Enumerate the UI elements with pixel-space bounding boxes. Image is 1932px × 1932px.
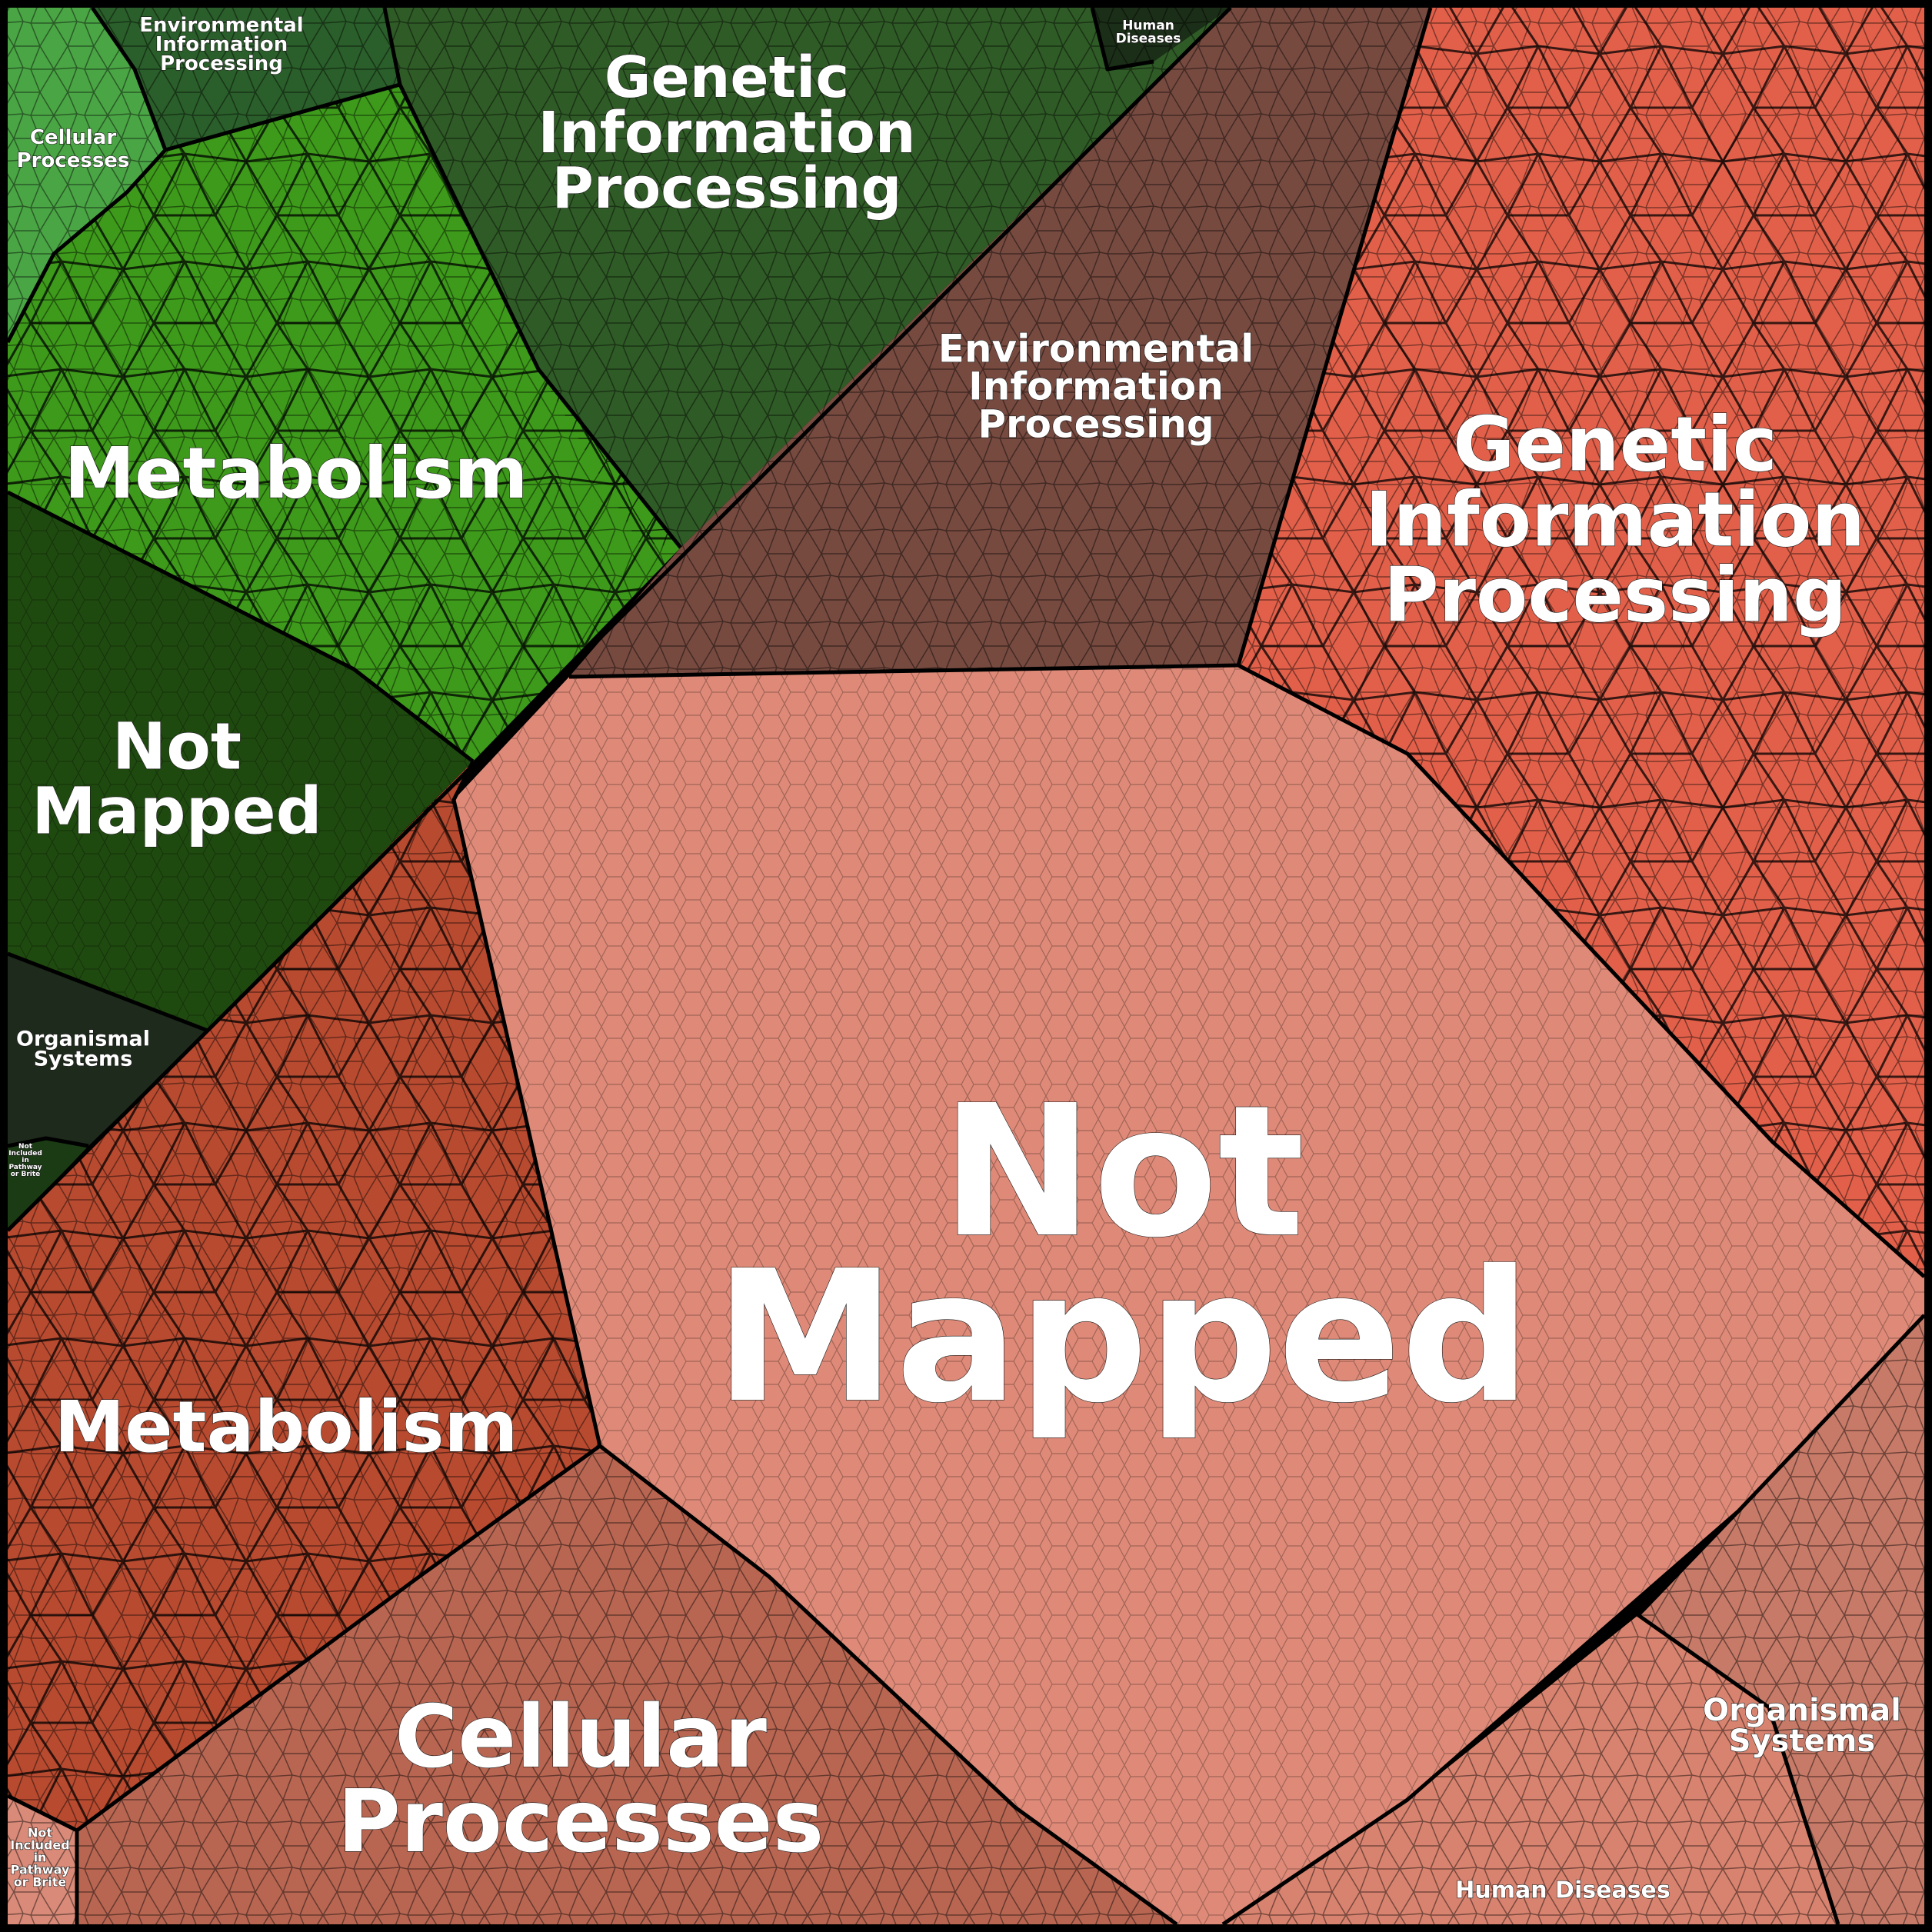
green-cellular-processes-label: Cellular Processes xyxy=(17,126,130,172)
green-organismal-systems-label: Organismal Systems xyxy=(16,1027,150,1071)
red-metabolism-label: Metabolism xyxy=(55,1386,518,1468)
cell-texture xyxy=(8,8,1924,1924)
red-not-included-label: Not Included in Pathway or Brite xyxy=(10,1826,70,1890)
green-not-mapped-label: Not Mapped xyxy=(32,708,322,848)
red-group-labels: Environmental Information Processing Genet… xyxy=(10,326,1902,1904)
red-organismal-systems-label: Organismal Systems xyxy=(1703,1693,1901,1759)
red-metabolism-large-cell-texture xyxy=(8,761,600,1830)
red-not-mapped-label: Not Mapped xyxy=(715,1066,1531,1443)
green-metabolism-large-cell-texture xyxy=(8,85,681,761)
red-genetic-large-cell-texture xyxy=(1238,8,1924,1277)
green-environmental-information-processing-label: Environmental Information Processing xyxy=(139,14,303,75)
red-environmental-information-processing-label: Environmental Information Processing xyxy=(938,327,1254,447)
green-organismal-systems-region xyxy=(8,954,208,1146)
green-not-included-label: Not Included in Pathway or Brite xyxy=(8,1143,42,1178)
red-cellular-processes-label: Cellular Processes xyxy=(338,1687,824,1872)
red-genetic-information-processing-label: Genetic Information Processing xyxy=(1365,401,1865,639)
green-genetic-information-processing-label: Genetic Information Processing xyxy=(538,45,915,222)
green-genetic-cell-texture xyxy=(385,8,1231,548)
green-human-diseases-label: Human Diseases xyxy=(1116,18,1181,46)
red-not-mapped-hex-texture xyxy=(454,665,1924,1924)
green-metabolism-label: Metabolism xyxy=(65,432,528,515)
red-human-diseases-label: Human Diseases xyxy=(1455,1877,1670,1904)
red-bottom-right-cell-texture xyxy=(1223,1315,1924,1924)
green-not-mapped-hex-texture xyxy=(8,492,473,1031)
green-not-included-region xyxy=(8,1138,88,1231)
green-group-labels: Cellular Processes Environmental Informati… xyxy=(8,13,1181,1178)
